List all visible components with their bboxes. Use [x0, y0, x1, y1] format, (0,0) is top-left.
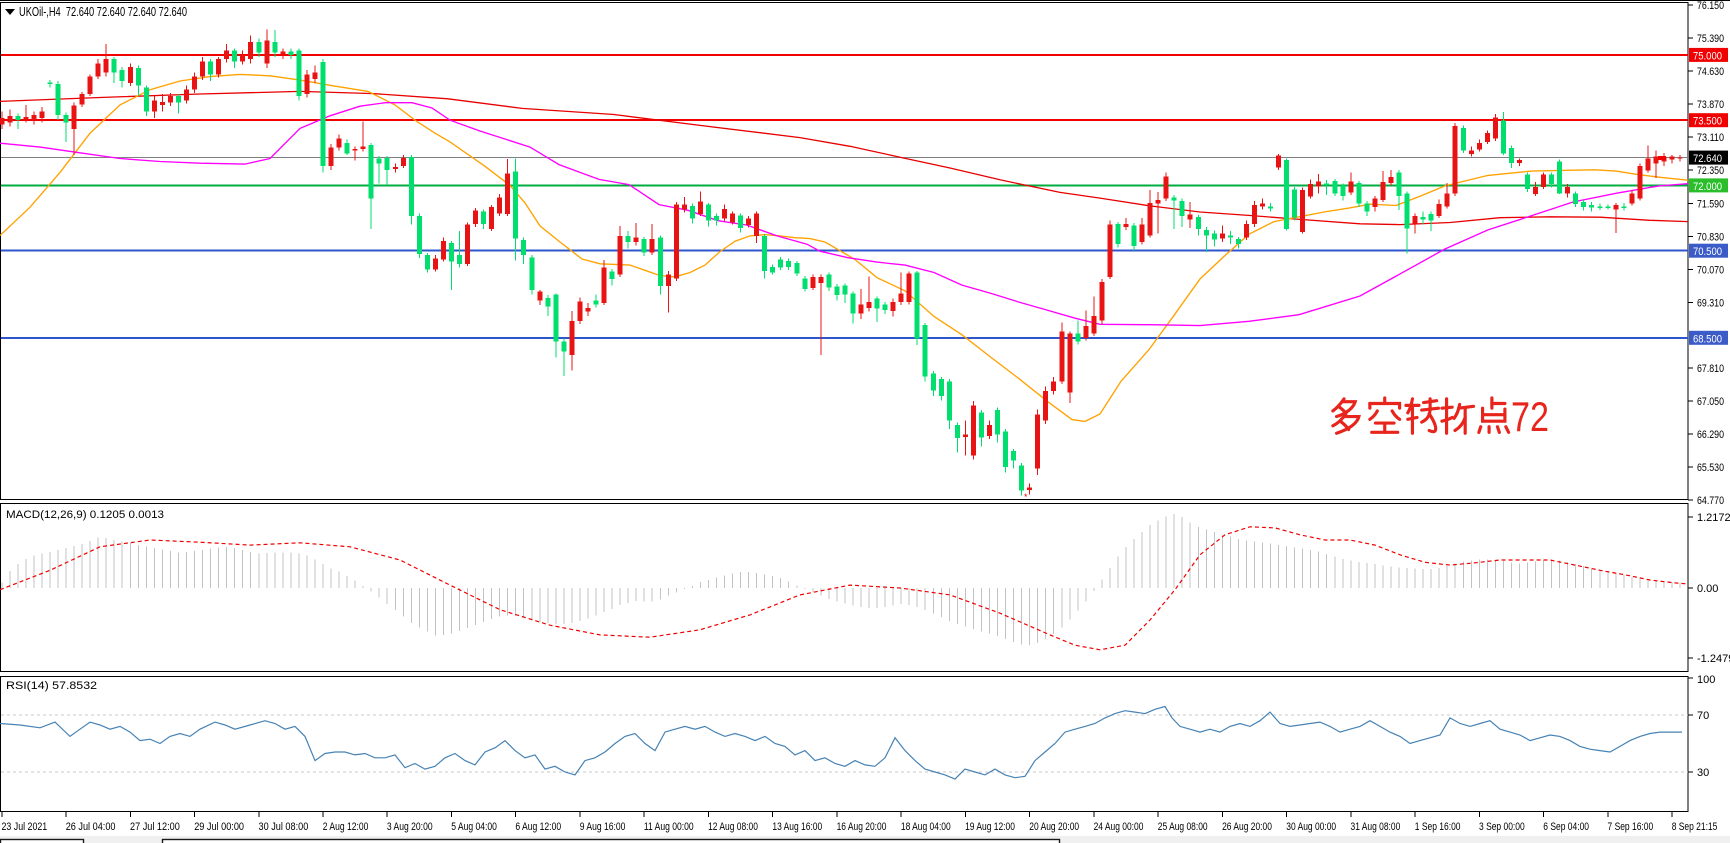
svg-text:UKOil-,H4 72.640 72.640 72.64: UKOil-,H4 72.640 72.640 72.640 72.640 [19, 4, 187, 19]
svg-text:73.500: 73.500 [1693, 116, 1722, 128]
svg-text:71.590: 71.590 [1697, 198, 1724, 210]
svg-text:*: * [1024, 492, 1028, 502]
svg-text:66.290: 66.290 [1697, 429, 1724, 441]
svg-text:18 Aug 04:00: 18 Aug 04:00 [901, 821, 951, 833]
svg-text:70.070: 70.070 [1697, 265, 1724, 277]
svg-text:29 Jul 00:00: 29 Jul 00:00 [194, 821, 244, 833]
svg-text:31 Aug 08:00: 31 Aug 08:00 [1351, 821, 1401, 833]
svg-text:100: 100 [1697, 674, 1715, 686]
svg-text:3 Aug 20:00: 3 Aug 20:00 [387, 821, 433, 833]
svg-text:25 Aug 08:00: 25 Aug 08:00 [1158, 821, 1208, 833]
svg-text:75.390: 75.390 [1697, 33, 1724, 45]
svg-text:72.000: 72.000 [1693, 181, 1722, 193]
svg-text:30 Aug 00:00: 30 Aug 00:00 [1286, 821, 1336, 833]
svg-text:MACD(12,26,9) 0.1205 0.0013: MACD(12,26,9) 0.1205 0.0013 [6, 509, 164, 521]
svg-text:1.2172: 1.2172 [1697, 512, 1730, 524]
svg-text:67.050: 67.050 [1697, 396, 1724, 408]
svg-text:72.640: 72.640 [1693, 153, 1722, 165]
svg-text:12 Aug 08:00: 12 Aug 08:00 [708, 821, 758, 833]
svg-text:6 Sep 04:00: 6 Sep 04:00 [1543, 821, 1589, 833]
svg-text:67.810: 67.810 [1697, 363, 1724, 375]
svg-text:24 Aug 00:00: 24 Aug 00:00 [1094, 821, 1144, 833]
svg-text:65.530: 65.530 [1697, 462, 1724, 474]
svg-text:70.830: 70.830 [1697, 231, 1724, 243]
svg-text:73.870: 73.870 [1697, 99, 1724, 111]
svg-text:75.000: 75.000 [1693, 50, 1722, 62]
svg-text:20 Aug 20:00: 20 Aug 20:00 [1029, 821, 1079, 833]
svg-text:69.310: 69.310 [1697, 298, 1724, 310]
svg-text:1 Sep 16:00: 1 Sep 16:00 [1415, 821, 1461, 833]
svg-text:64.770: 64.770 [1697, 495, 1724, 507]
svg-text:6 Aug 12:00: 6 Aug 12:00 [515, 821, 561, 833]
svg-text:3 Sep 00:00: 3 Sep 00:00 [1479, 821, 1525, 833]
svg-text:30: 30 [1697, 767, 1709, 779]
svg-text:9 Aug 16:00: 9 Aug 16:00 [580, 821, 626, 833]
svg-text:73.110: 73.110 [1697, 132, 1724, 144]
svg-text:26 Aug 20:00: 26 Aug 20:00 [1222, 821, 1272, 833]
svg-text:72.350: 72.350 [1697, 165, 1724, 177]
svg-text:72: 72 [1511, 393, 1549, 440]
svg-text:19 Aug 12:00: 19 Aug 12:00 [965, 821, 1015, 833]
svg-text:5 Aug 04:00: 5 Aug 04:00 [451, 821, 497, 833]
svg-text:30 Jul 08:00: 30 Jul 08:00 [259, 821, 309, 833]
svg-text:68.500: 68.500 [1693, 333, 1722, 345]
svg-text:70.500: 70.500 [1693, 246, 1722, 258]
svg-text:-1.2479: -1.2479 [1697, 653, 1730, 665]
svg-text:70: 70 [1697, 710, 1709, 722]
svg-text:RSI(14) 57.8532: RSI(14) 57.8532 [6, 680, 97, 692]
svg-text:11 Aug 00:00: 11 Aug 00:00 [644, 821, 694, 833]
svg-text:16 Aug 20:00: 16 Aug 20:00 [837, 821, 887, 833]
svg-text:23 Jul 2021: 23 Jul 2021 [2, 821, 48, 833]
svg-text:76.150: 76.150 [1697, 0, 1724, 12]
svg-text:13 Aug 16:00: 13 Aug 16:00 [772, 821, 822, 833]
svg-text:2 Aug 12:00: 2 Aug 12:00 [323, 821, 369, 833]
svg-text:8 Sep 21:15: 8 Sep 21:15 [1672, 821, 1718, 833]
svg-text:0.00: 0.00 [1697, 583, 1718, 595]
svg-text:26 Jul 04:00: 26 Jul 04:00 [66, 821, 116, 833]
svg-text:7 Sep 16:00: 7 Sep 16:00 [1608, 821, 1654, 833]
svg-text:27 Jul 12:00: 27 Jul 12:00 [130, 821, 180, 833]
svg-text:74.630: 74.630 [1697, 66, 1724, 78]
